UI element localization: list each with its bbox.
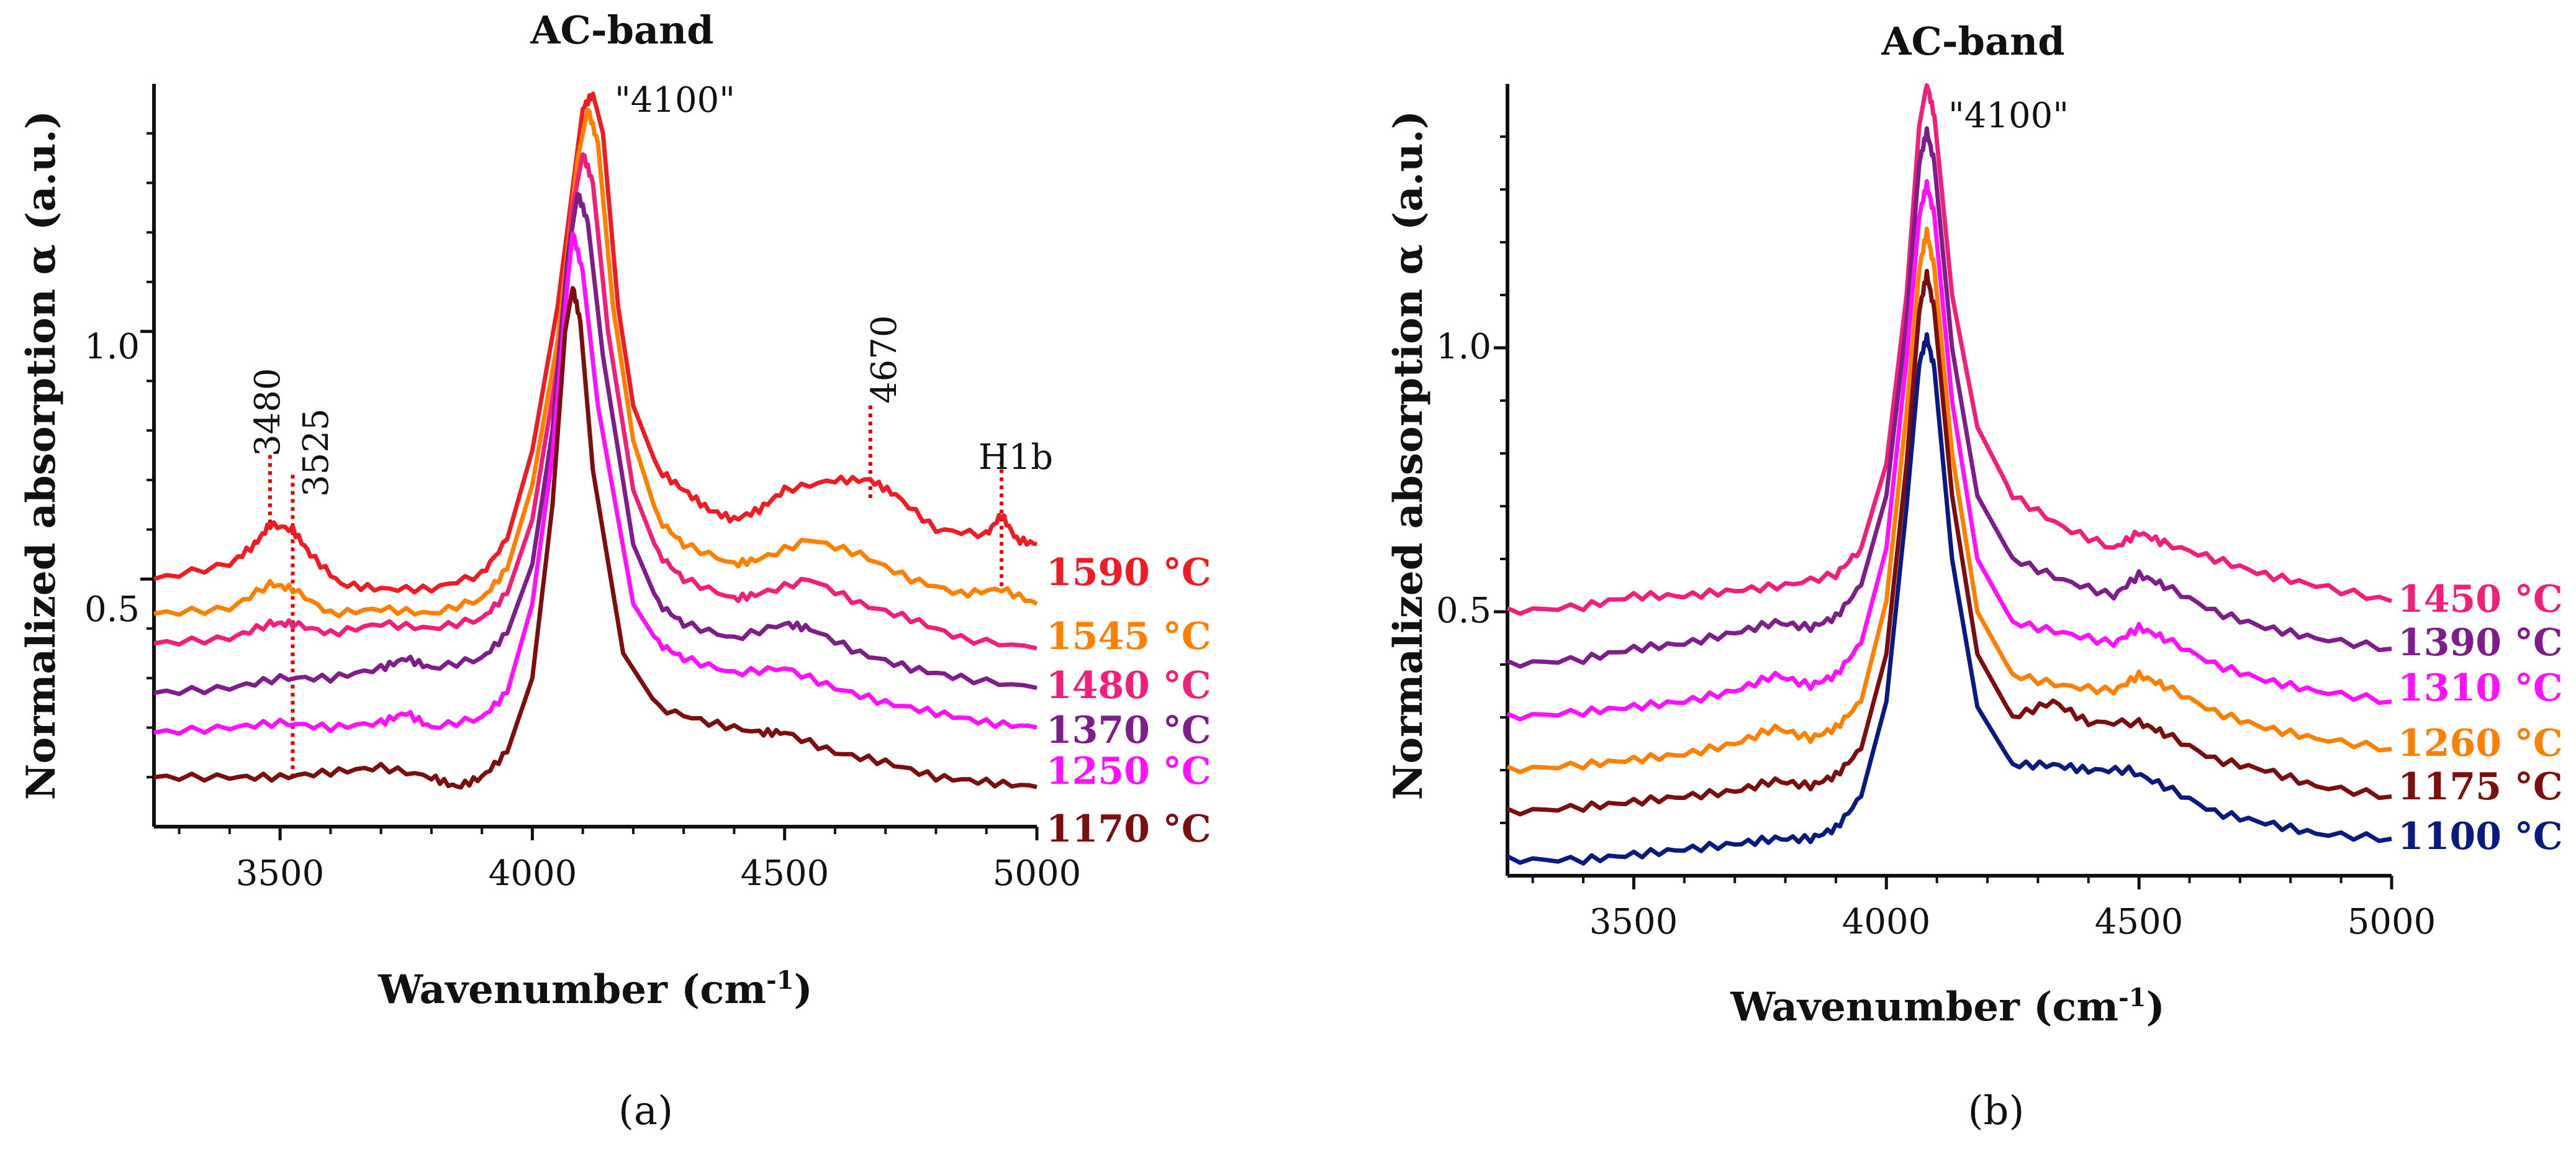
series-line (153, 192, 1037, 696)
series-label: 1370 °C (1046, 709, 1211, 752)
y-tick-labels: 0.5 1.0 (1436, 327, 1491, 631)
x-tick-label: 4000 (1842, 902, 1931, 942)
band-title: AC-band (530, 7, 713, 53)
series-label: 1590 °C (1046, 551, 1211, 594)
series-line (1506, 268, 2392, 817)
series-label: 1390 °C (2398, 621, 2563, 665)
x-axis-title: Wavenumber (cm-1) (1730, 983, 2165, 1031)
x-tick-label: 4500 (741, 853, 829, 894)
axis-ticks (1494, 135, 2393, 889)
series-label: 1480 °C (1046, 664, 1211, 707)
x-axis-title: Wavenumber (cm-1) (377, 966, 813, 1014)
series-label: 1170 °C (1046, 807, 1211, 851)
panel-a: 0.5 1.0 3500 4000 4500 5000 Wavenumber (… (18, 7, 1211, 1134)
x-tick-label: 4000 (489, 853, 577, 894)
series-line (1506, 226, 2392, 774)
series-lines (1506, 83, 2393, 866)
x-tick-labels: 3500 4000 4500 5000 (1589, 902, 2436, 942)
series-label: 1100 °C (2398, 815, 2563, 858)
x-tick-label: 5000 (993, 853, 1082, 894)
series-label: 1175 °C (2398, 765, 2563, 809)
x-tick-label: 3500 (236, 853, 325, 894)
series-label: 1545 °C (1046, 615, 1211, 658)
peak-label: "4100" (1948, 96, 2069, 136)
series-line (1506, 83, 2393, 616)
y-tick-label: 1.0 (84, 327, 140, 367)
series-line (1506, 179, 2392, 722)
series-label: 1310 °C (2398, 666, 2563, 710)
series-line (153, 91, 1037, 595)
marker-label-3525: 3525 (296, 408, 337, 497)
series-label: 1450 °C (2398, 578, 2563, 621)
series-label: 1250 °C (1046, 750, 1211, 793)
marker-label-h1b: H1b (978, 437, 1053, 478)
peak-label: "4100" (615, 80, 735, 120)
panel-label: (a) (618, 1088, 673, 1134)
y-tick-label: 0.5 (1436, 591, 1491, 631)
y-axis-title: Normalized absorption α (a.u.) (18, 111, 65, 800)
series-lines (153, 91, 1038, 790)
series-line (153, 231, 1037, 736)
axis-ticks (140, 132, 1039, 840)
y-axis-title: Normalized absorption α (a.u.) (1385, 111, 1432, 800)
marker-label-4670: 4670 (864, 315, 905, 404)
series-line (153, 107, 1038, 619)
band-title: AC-band (1881, 19, 2064, 64)
series-labels: 1450 °C 1390 °C 1310 °C 1260 °C 1175 °C … (2398, 578, 2563, 858)
series-labels: 1590 °C 1545 °C 1480 °C 1370 °C 1250 °C … (1046, 551, 1211, 851)
series-line (153, 152, 1037, 651)
x-tick-label: 4500 (2095, 902, 2184, 942)
series-line (1506, 126, 2392, 669)
panel-b: 0.5 1.0 3500 4000 4500 5000 Wavenumber (… (1385, 19, 2563, 1134)
panel-label: (b) (1968, 1088, 2025, 1134)
series-line (153, 286, 1037, 790)
series-label: 1260 °C (2398, 722, 2563, 765)
x-tick-label: 5000 (2348, 902, 2436, 942)
marker-label-3480: 3480 (248, 368, 288, 456)
x-tick-label: 3500 (1589, 902, 1678, 942)
y-tick-label: 0.5 (84, 589, 140, 630)
x-tick-labels: 3500 4000 4500 5000 (236, 853, 1082, 894)
y-tick-labels: 0.5 1.0 (84, 327, 140, 630)
y-tick-label: 1.0 (1436, 327, 1491, 367)
series-line (1506, 332, 2392, 866)
